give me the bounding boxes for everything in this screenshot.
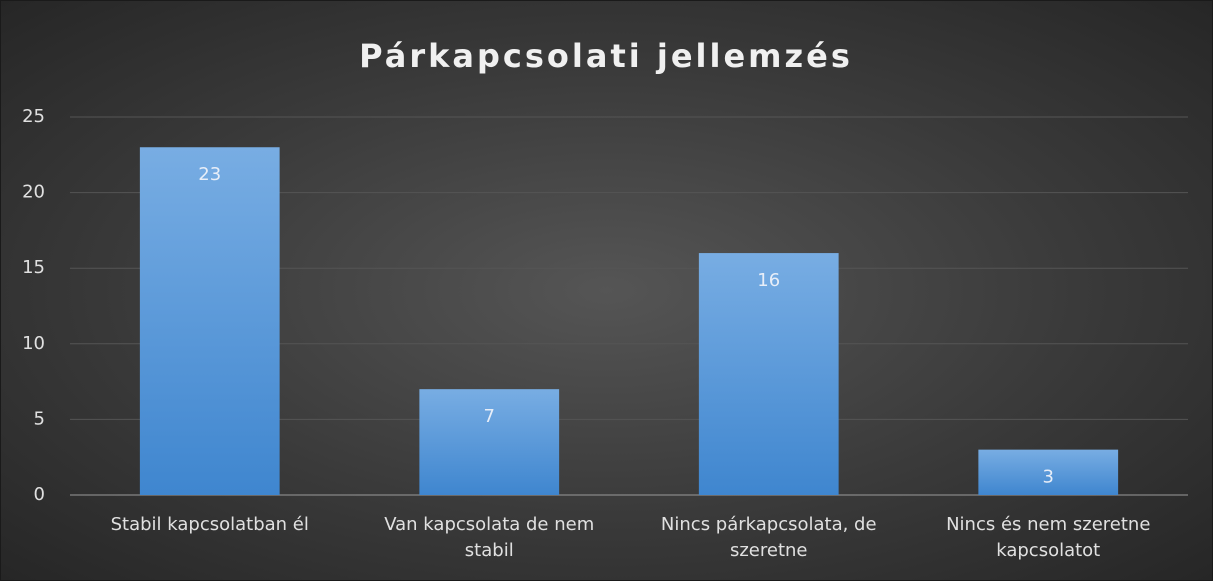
x-tick-label: Nincs és nem szeretne kapcsolatot (946, 514, 1151, 561)
x-tick-label: Van kapcsolata de nem stabil (384, 514, 595, 561)
y-tick-label: 10 (22, 333, 45, 354)
bar (698, 253, 839, 495)
data-label: 3 (1043, 467, 1054, 488)
x-tick-label: Stabil kapcsolatban él (110, 514, 309, 535)
chart-title: Párkapcsolati jellemzés (359, 37, 853, 75)
data-label: 7 (484, 406, 495, 427)
data-label: 23 (198, 164, 221, 185)
x-tick-label: Nincs párkapcsolata, de szeretne (660, 514, 877, 561)
y-tick-label: 0 (34, 484, 45, 505)
bar (978, 449, 1119, 495)
bar (419, 389, 560, 495)
data-label: 16 (757, 270, 780, 291)
y-tick-label: 20 (22, 182, 45, 203)
y-tick-label: 15 (22, 257, 45, 278)
y-tick-label: 25 (22, 106, 45, 127)
y-tick-label: 5 (34, 408, 45, 429)
bar (139, 147, 280, 496)
